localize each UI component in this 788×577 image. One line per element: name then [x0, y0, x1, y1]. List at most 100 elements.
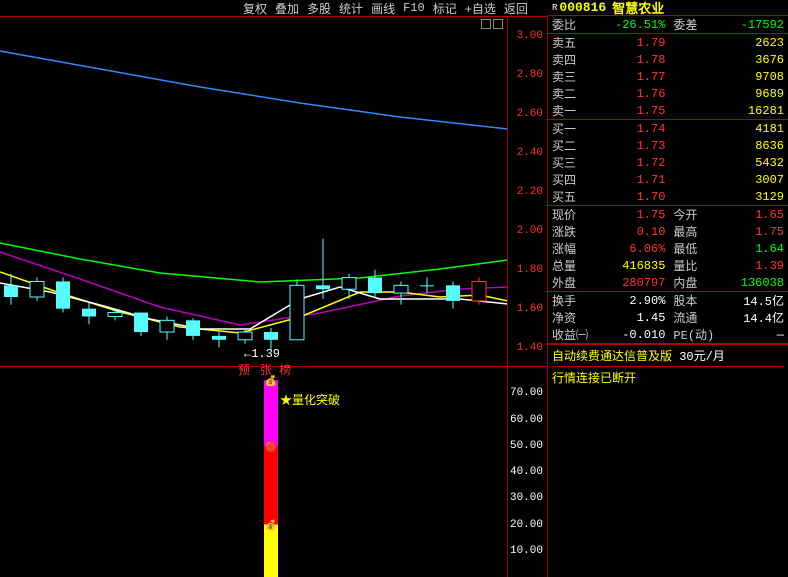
weicha-value: -17592	[727, 16, 788, 34]
ask-label: 卖五	[548, 34, 600, 52]
ask-label: 卖二	[548, 85, 600, 102]
stock-header: R 000816 智慧农业	[548, 0, 788, 16]
price-tick: 2.60	[517, 108, 543, 120]
tb-draw[interactable]: 画线	[368, 0, 398, 17]
svg-text:💰: 💰	[265, 519, 277, 533]
q-value: 1.65	[727, 206, 788, 224]
chart-btn-2[interactable]	[493, 19, 503, 29]
q-value: 2.90%	[600, 292, 669, 310]
ask-qty: 16281	[669, 102, 788, 120]
stock-name: 智慧农业	[612, 0, 664, 17]
ask-qty: 9689	[669, 85, 788, 102]
indicator-y-axis: 70.0060.0050.0040.0030.0020.0010.00	[507, 367, 547, 577]
q-value: 1.75	[727, 223, 788, 240]
q-label: 净资	[548, 309, 600, 326]
bid-label: 买二	[548, 137, 600, 154]
weicha-label: 委差	[669, 16, 727, 34]
right-panel: R 000816 智慧农业 委比 -26.51% 委差 -17592 卖五1.7…	[548, 0, 788, 576]
bid-qty: 8636	[669, 137, 788, 154]
q-label: 收益㈠	[548, 326, 600, 344]
message-area: 自动续费通达信普及版 30元/月 行情连接已断开	[548, 344, 788, 388]
tb-f10[interactable]: F10	[400, 1, 428, 15]
toolbar: 复权 叠加 多股 统计 画线 F10 标记 +自选 返回	[0, 0, 531, 16]
msg-price: 30元/月	[679, 350, 725, 364]
bid-price: 1.72	[600, 154, 669, 171]
ind-tick: 70.00	[510, 387, 543, 399]
ind-tick: 30.00	[510, 492, 543, 504]
ask-label: 卖一	[548, 102, 600, 120]
bid-qty: 3129	[669, 188, 788, 206]
price-tick: 1.60	[517, 303, 543, 315]
price-tick: 2.00	[517, 225, 543, 237]
indicator-chart[interactable]: ★量化突破 💰🔴💰 70.0060.0050.0040.0030.0020.00…	[0, 367, 548, 577]
tb-fuquan[interactable]: 复权	[240, 0, 270, 17]
ask-label: 卖四	[548, 51, 600, 68]
stock-code: 000816	[559, 0, 606, 15]
ask-price: 1.78	[600, 51, 669, 68]
q-value: 1.64	[727, 240, 788, 257]
chart-btn-1[interactable]	[481, 19, 491, 29]
q-label: 涨跌	[548, 223, 600, 240]
bid-label: 买四	[548, 171, 600, 188]
price-chart[interactable]: ←1.39 预 张 榜 3.002.802.602.402.202.001.80…	[0, 17, 548, 367]
q-label: 现价	[548, 206, 600, 224]
tb-multi[interactable]: 多股	[304, 0, 334, 17]
q-value: -0.010	[600, 326, 669, 344]
ask-price: 1.77	[600, 68, 669, 85]
bid-qty: 4181	[669, 120, 788, 138]
price-tick: 2.80	[517, 69, 543, 81]
q-label: 流通	[669, 309, 727, 326]
price-svg	[0, 17, 508, 367]
q-value: —	[727, 326, 788, 344]
q-value: 280797	[600, 274, 669, 292]
q-label: 外盘	[548, 274, 600, 292]
price-tick: 3.00	[517, 30, 543, 42]
tb-mark[interactable]: 标记	[430, 0, 460, 17]
q-value: 416835	[600, 257, 669, 274]
msg-disconnect: 行情连接已断开	[552, 366, 784, 386]
svg-text:💰: 💰	[265, 374, 277, 388]
ind-tick: 60.00	[510, 414, 543, 426]
price-tick: 1.40	[517, 342, 543, 354]
tb-back[interactable]: 返回	[501, 0, 531, 17]
bid-price: 1.74	[600, 120, 669, 138]
tb-fav[interactable]: +自选	[462, 0, 499, 17]
q-value: 1.75	[600, 206, 669, 224]
ask-price: 1.76	[600, 85, 669, 102]
q-label: 涨幅	[548, 240, 600, 257]
q-label: 股本	[669, 292, 727, 310]
q-value: 0.10	[600, 223, 669, 240]
svg-text:🔴: 🔴	[265, 440, 277, 454]
q-label: 最高	[669, 223, 727, 240]
ind-tick: 20.00	[510, 519, 543, 531]
q-value: 6.06%	[600, 240, 669, 257]
q-label: 量比	[669, 257, 727, 274]
price-tick: 2.20	[517, 186, 543, 198]
bid-price: 1.73	[600, 137, 669, 154]
stock-prefix: R	[552, 3, 557, 13]
low-marker: ←1.39	[244, 347, 280, 361]
q-value: 1.39	[727, 257, 788, 274]
q-label: 内盘	[669, 274, 727, 292]
q-label: 最低	[669, 240, 727, 257]
q-label: PE(动)	[669, 326, 727, 344]
price-tick: 1.80	[517, 264, 543, 276]
ask-price: 1.75	[600, 102, 669, 120]
q-value: 14.5亿	[727, 292, 788, 310]
weibi-label: 委比	[548, 16, 600, 34]
bid-label: 买三	[548, 154, 600, 171]
q-value: 1.45	[600, 309, 669, 326]
q-value: 136038	[727, 274, 788, 292]
price-tick: 2.40	[517, 147, 543, 159]
bid-price: 1.70	[600, 188, 669, 206]
chart-area: ←1.39 预 张 榜 3.002.802.602.402.202.001.80…	[0, 16, 548, 576]
price-y-axis: 3.00 2.80 2.60 2.40 2.20 2.00 1.80 1.60 1.40	[507, 17, 547, 366]
bid-label: 买一	[548, 120, 600, 138]
tb-stats[interactable]: 统计	[336, 0, 366, 17]
quote-table: 委比 -26.51% 委差 -17592 卖五1.792623卖四1.78367…	[548, 16, 788, 344]
indicator-svg: 💰 🔴 💰	[0, 367, 508, 577]
bid-label: 买五	[548, 188, 600, 206]
tb-overlay[interactable]: 叠加	[272, 0, 302, 17]
ind-tick: 50.00	[510, 440, 543, 452]
q-label: 总量	[548, 257, 600, 274]
